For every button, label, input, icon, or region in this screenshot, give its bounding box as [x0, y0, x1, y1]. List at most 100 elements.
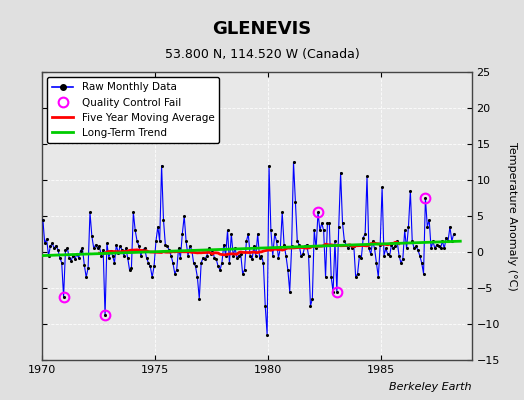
Point — [397, 260, 405, 266]
Text: 53.800 N, 114.520 W (Canada): 53.800 N, 114.520 W (Canada) — [165, 48, 359, 61]
Point — [106, 247, 115, 254]
Point — [91, 242, 100, 248]
Point — [216, 267, 224, 273]
Point — [220, 242, 228, 248]
Point — [140, 245, 149, 252]
Point — [169, 260, 177, 266]
Point — [425, 216, 433, 223]
Point — [227, 231, 235, 237]
Point — [357, 254, 366, 261]
Point — [302, 242, 311, 248]
Point — [280, 242, 288, 248]
Point — [131, 227, 139, 234]
Point — [74, 254, 83, 261]
Point — [440, 245, 449, 252]
Point — [325, 220, 333, 226]
Point — [154, 224, 162, 230]
Point — [450, 231, 458, 237]
Point — [274, 254, 282, 261]
Point — [288, 243, 296, 250]
Point — [238, 270, 247, 277]
Point — [105, 254, 113, 261]
Point — [40, 240, 49, 246]
Point — [67, 258, 75, 264]
Point — [276, 245, 285, 252]
Point — [127, 265, 136, 271]
Point — [116, 243, 124, 250]
Point — [361, 231, 369, 237]
Point — [156, 238, 164, 244]
Point — [190, 260, 198, 266]
Point — [129, 209, 137, 216]
Point — [97, 252, 105, 259]
Point — [69, 252, 77, 259]
Point — [265, 162, 273, 169]
Point — [334, 224, 343, 230]
Point — [393, 238, 401, 244]
Point — [80, 262, 89, 268]
Point — [344, 245, 352, 252]
Point — [206, 251, 215, 257]
Point — [229, 252, 237, 259]
Point — [191, 263, 200, 270]
Point — [444, 238, 452, 244]
Point — [352, 274, 360, 280]
Point — [374, 274, 383, 280]
Point — [402, 245, 411, 252]
Point — [99, 247, 107, 253]
Point — [84, 265, 92, 271]
Point — [65, 254, 73, 261]
Point — [73, 251, 81, 257]
Point — [195, 296, 203, 302]
Point — [400, 227, 409, 234]
Point — [432, 242, 441, 248]
Point — [143, 254, 151, 261]
Point — [180, 213, 189, 219]
Point — [48, 240, 57, 246]
Point — [252, 252, 260, 259]
Point — [182, 238, 190, 244]
Point — [223, 227, 232, 234]
Point — [399, 256, 407, 262]
Point — [278, 209, 287, 216]
Point — [184, 252, 192, 259]
Point — [71, 256, 79, 262]
Point — [289, 159, 298, 165]
Point — [165, 247, 173, 253]
Point — [244, 231, 253, 237]
Point — [282, 252, 290, 259]
Point — [315, 227, 324, 234]
Point — [172, 267, 181, 273]
Point — [42, 236, 51, 242]
Point — [217, 260, 226, 266]
Point — [45, 252, 53, 259]
Point — [197, 260, 205, 266]
Point — [210, 254, 219, 261]
Point — [222, 252, 230, 259]
Point — [82, 274, 91, 280]
Point — [308, 296, 316, 302]
Point — [318, 220, 326, 226]
Point — [416, 252, 424, 259]
Point — [299, 251, 307, 257]
Point — [304, 252, 313, 259]
Point — [384, 251, 392, 257]
Point — [340, 238, 348, 244]
Point — [376, 242, 385, 248]
Point — [310, 227, 319, 234]
Point — [395, 252, 403, 259]
Point — [270, 231, 279, 237]
Point — [438, 238, 446, 244]
Point — [410, 245, 418, 252]
Point — [434, 243, 443, 250]
Point — [231, 245, 239, 252]
Point — [185, 243, 194, 250]
Point — [333, 288, 341, 295]
Point — [77, 247, 85, 254]
Point — [255, 254, 264, 261]
Point — [380, 252, 388, 259]
Point — [359, 234, 367, 241]
Point — [208, 247, 216, 253]
Point — [272, 238, 281, 244]
Text: GLENEVIS: GLENEVIS — [212, 20, 312, 38]
